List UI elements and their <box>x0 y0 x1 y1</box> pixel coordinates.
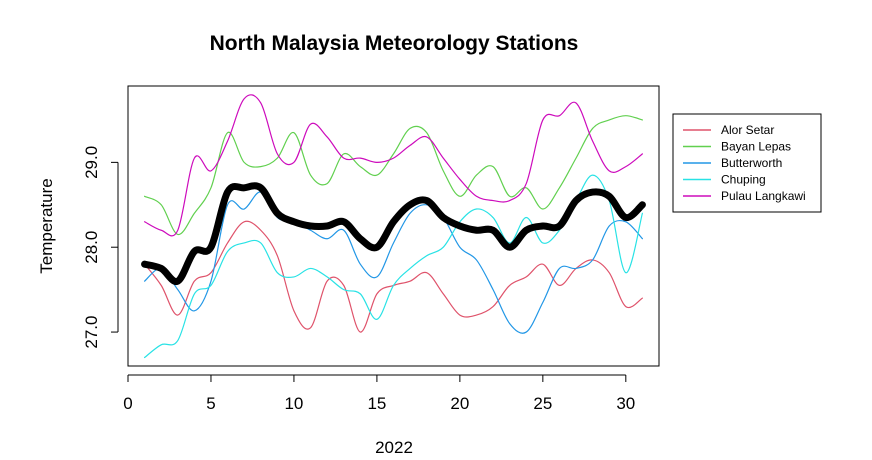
x-tick-label: 30 <box>616 394 635 413</box>
x-tick-label: 5 <box>206 394 215 413</box>
x-tick-label: 20 <box>450 394 469 413</box>
y-tick-label: 27.0 <box>82 316 101 349</box>
series-line-average <box>141 182 646 285</box>
y-tick-label: 28.0 <box>82 231 101 264</box>
plot-lines <box>141 94 646 359</box>
x-tick-label: 15 <box>367 394 386 413</box>
x-axis: 0 5 10 15 20 25 30 <box>123 374 635 413</box>
plot-frame <box>127 85 660 367</box>
chart-title: North Malaysia Meteorology Stations <box>210 32 579 55</box>
y-axis-label: Temperature <box>37 178 56 273</box>
y-tick-label: 29.0 <box>82 146 101 179</box>
x-tick-label: 10 <box>284 394 303 413</box>
series-line-bayan-lepas <box>143 115 644 236</box>
series-line-pulau-langkawi <box>143 94 644 237</box>
x-tick-label: 25 <box>533 394 552 413</box>
legend-label-chuping: Chuping <box>721 173 766 187</box>
y-axis: 27.0 28.0 29.0 <box>82 146 119 349</box>
series-line-butterworth <box>143 191 644 334</box>
legend-label-alor-setar: Alor Setar <box>721 123 774 137</box>
legend-label-bayan-lepas: Bayan Lepas <box>721 140 791 154</box>
legend-label-pulau-langkawi: Pulau Langkawi <box>721 189 806 203</box>
legend: Alor Setar Bayan Lepas Butterworth Chuping P… <box>672 113 822 213</box>
legend-label-butterworth: Butterworth <box>721 156 782 170</box>
x-axis-label: 2022 <box>375 438 413 457</box>
x-tick-label: 0 <box>123 394 132 413</box>
